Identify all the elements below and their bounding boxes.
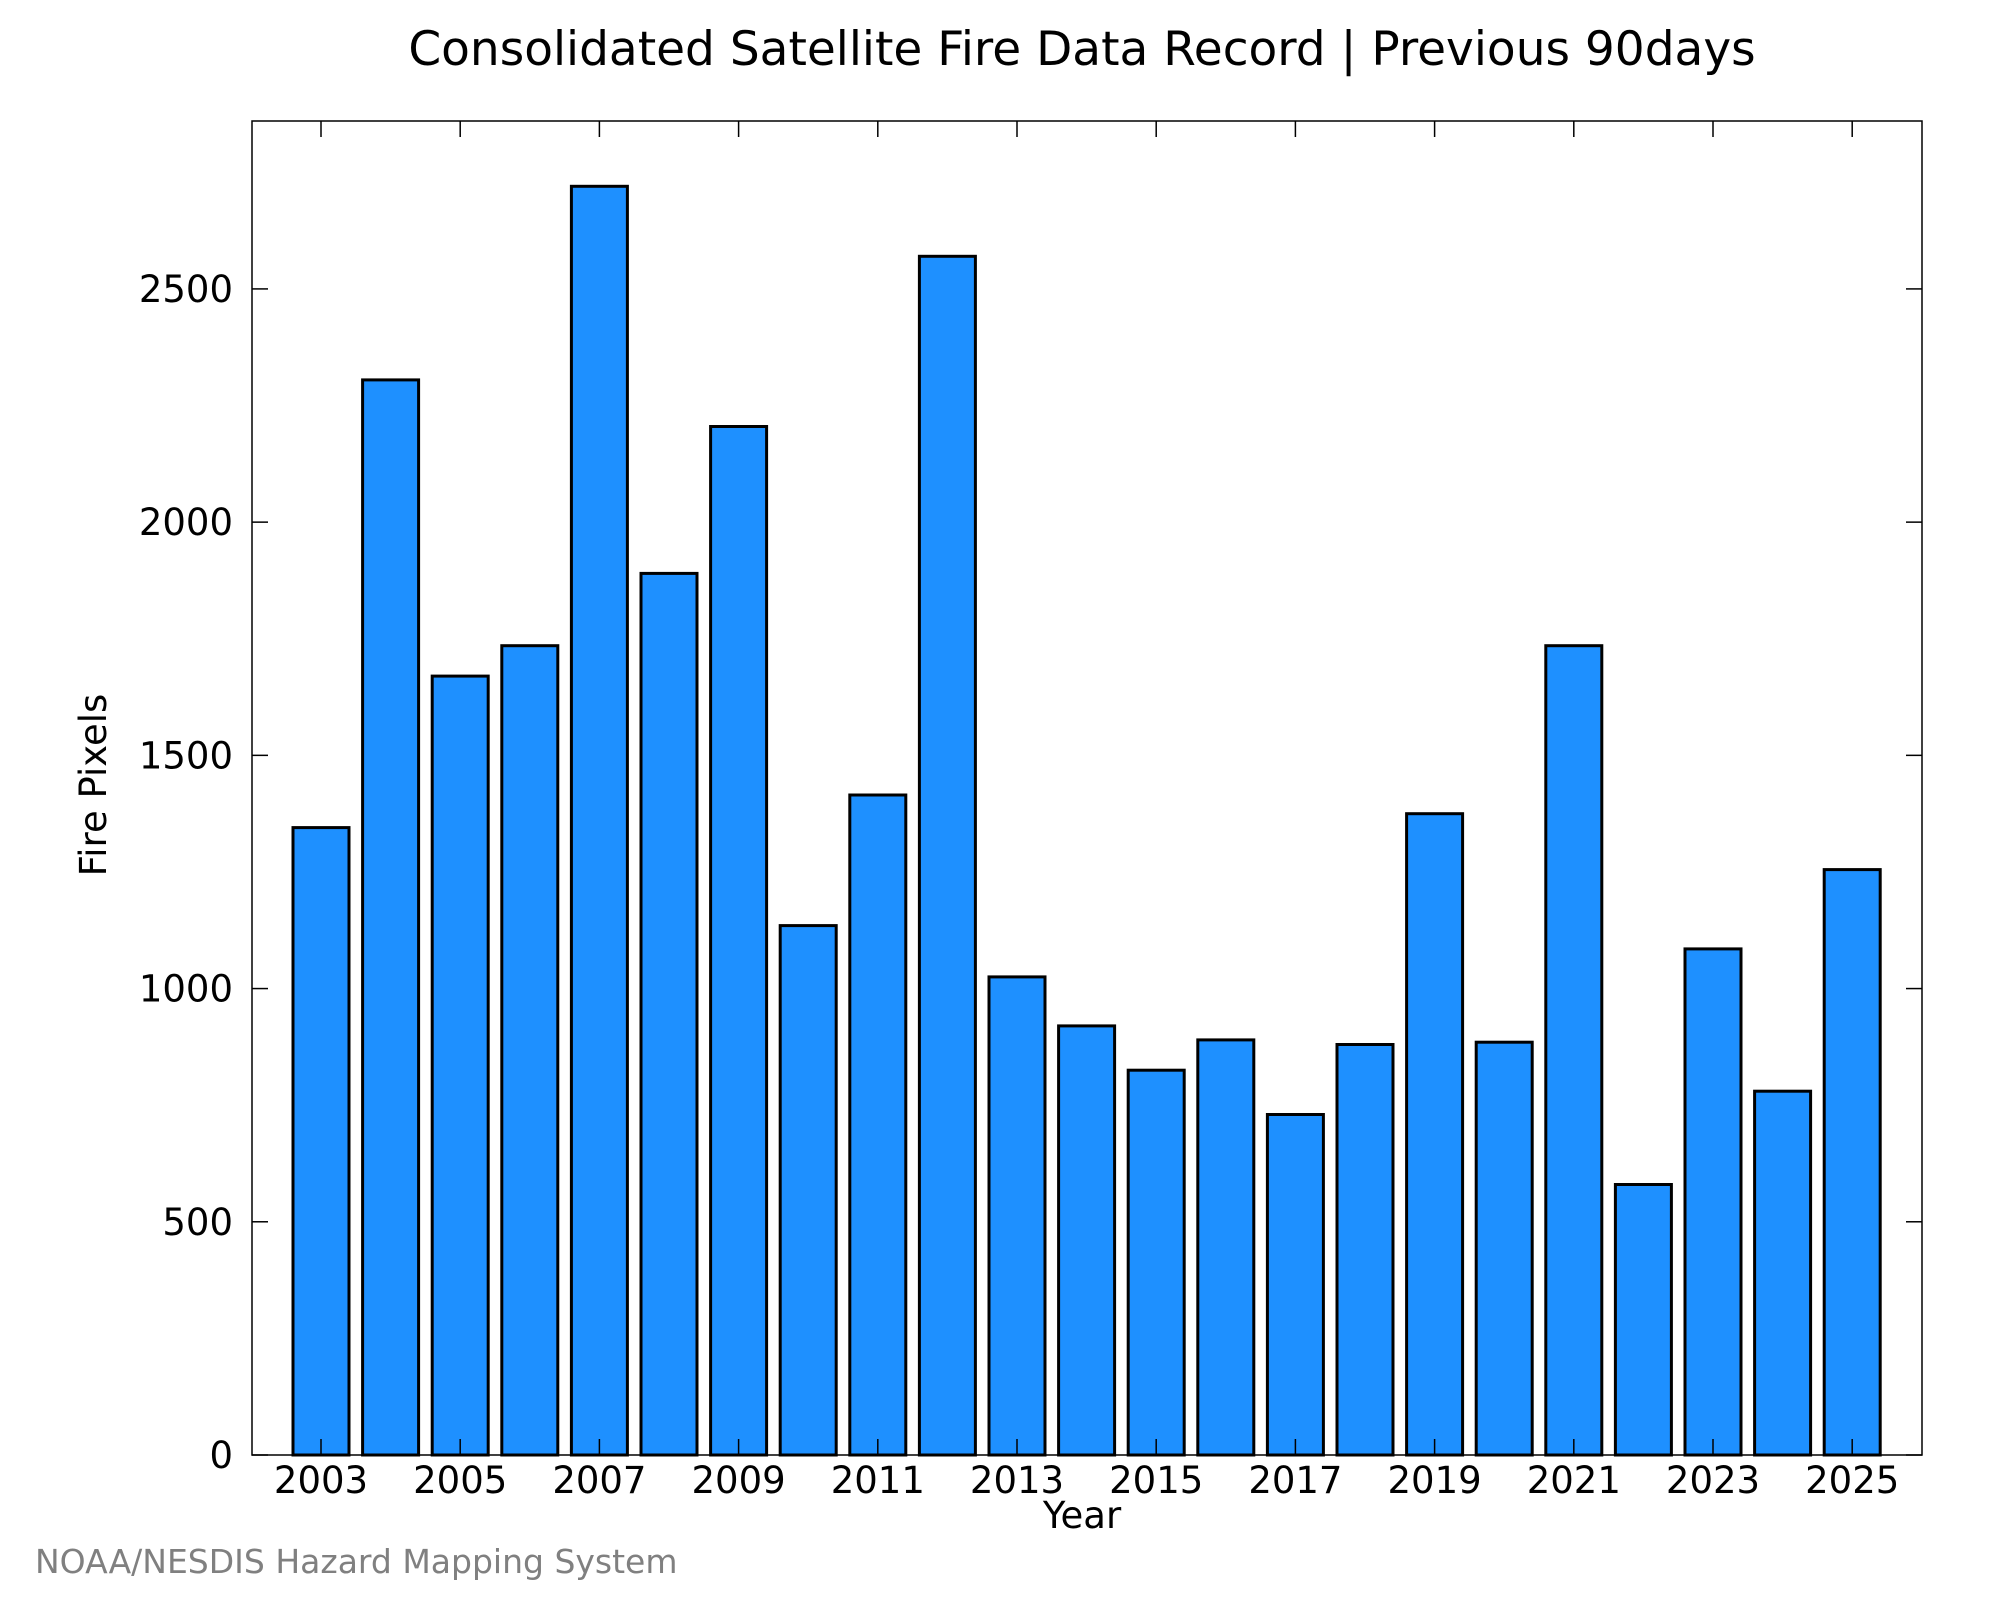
x-tick-label-2021: 2021 [1527, 1459, 1621, 1502]
bar-2014 [1057, 1024, 1117, 1457]
x-tick-label-2011: 2011 [831, 1459, 925, 1502]
x-axis-label: Year [1042, 1494, 1122, 1537]
bar-2025 [1822, 868, 1882, 1457]
bar-2007 [569, 184, 629, 1457]
bar-2016 [1196, 1038, 1256, 1457]
bar-2010 [778, 924, 838, 1457]
y-tick-label-2500: 2500 [139, 268, 233, 311]
bar-2022 [1613, 1183, 1673, 1457]
x-tick-label-2025: 2025 [1805, 1459, 1899, 1502]
plot-frame [251, 120, 1923, 1456]
bar-2019 [1405, 812, 1465, 1457]
bars-group [291, 184, 1882, 1457]
x-tick-label-2007: 2007 [552, 1459, 646, 1502]
bar-2015 [1126, 1068, 1186, 1457]
x-tick-label-2017: 2017 [1248, 1459, 1342, 1502]
y-tick-label-500: 500 [162, 1201, 233, 1244]
x-tick-label-2009: 2009 [692, 1459, 786, 1502]
credit-text: NOAA/NESDIS Hazard Mapping System [35, 1542, 678, 1581]
bar-2021 [1544, 644, 1604, 1457]
y-tick-label-2000: 2000 [139, 501, 233, 544]
bar-2008 [639, 571, 699, 1457]
bar-2024 [1753, 1089, 1813, 1457]
bar-2011 [848, 793, 908, 1457]
x-tick-label-2005: 2005 [413, 1459, 507, 1502]
x-tick-label-2013: 2013 [970, 1459, 1064, 1502]
x-tick-label-2023: 2023 [1666, 1459, 1760, 1502]
chart-title: Consolidated Satellite Fire Data Record … [408, 22, 1755, 77]
y-tick-label-1500: 1500 [139, 734, 233, 777]
y-tick-label-1000: 1000 [139, 968, 233, 1011]
ticks-group: 2003 2005 2007 2009 2011 2013 2015 2017 2019 2021… [139, 121, 1922, 1502]
bar-2005 [430, 674, 490, 1457]
y-tick-label-0: 0 [209, 1434, 233, 1477]
bar-2013 [987, 975, 1047, 1457]
bar-2023 [1683, 947, 1743, 1457]
x-tick-label-2015: 2015 [1109, 1459, 1203, 1502]
bar-2020 [1474, 1040, 1534, 1457]
bar-2009 [709, 425, 769, 1457]
x-tick-label-2019: 2019 [1388, 1459, 1482, 1502]
bar-2017 [1265, 1113, 1325, 1457]
y-axis-label: Fire Pixels [72, 694, 115, 877]
bar-2003 [291, 826, 351, 1457]
bar-2018 [1335, 1043, 1395, 1457]
bar-2004 [361, 378, 421, 1457]
bar-2006 [500, 644, 560, 1457]
x-tick-label-2003: 2003 [274, 1459, 368, 1502]
bar-2012 [917, 254, 977, 1457]
